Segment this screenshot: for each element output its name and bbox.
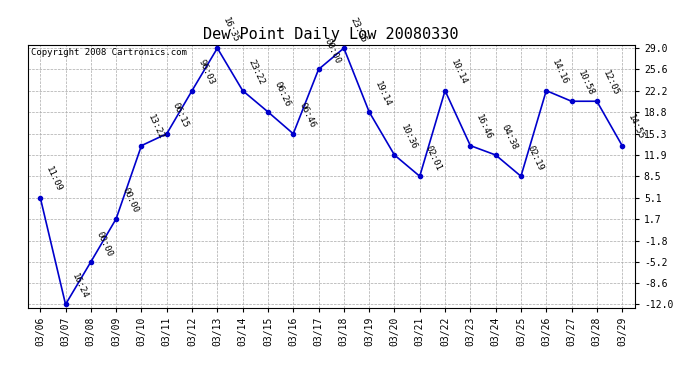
Text: 12:05: 12:05 — [601, 69, 620, 97]
Text: Copyright 2008 Cartronics.com: Copyright 2008 Cartronics.com — [30, 48, 186, 57]
Text: 06:46: 06:46 — [297, 101, 317, 130]
Text: 14:55: 14:55 — [627, 113, 646, 141]
Text: 04:38: 04:38 — [500, 123, 520, 151]
Text: 00:00: 00:00 — [95, 230, 115, 258]
Text: 13:22: 13:22 — [146, 113, 165, 141]
Text: 23:35: 23:35 — [348, 16, 368, 44]
Text: 23:22: 23:22 — [247, 58, 266, 87]
Text: 00:00: 00:00 — [323, 37, 342, 65]
Text: 14:16: 14:16 — [551, 58, 570, 87]
Text: 06:15: 06:15 — [171, 101, 190, 130]
Text: 10:14: 10:14 — [449, 58, 469, 87]
Text: 16:35: 16:35 — [221, 16, 241, 44]
Text: 06:26: 06:26 — [272, 80, 292, 108]
Text: 02:19: 02:19 — [525, 144, 544, 172]
Text: 10:58: 10:58 — [575, 69, 595, 97]
Text: 96:03: 96:03 — [196, 58, 216, 87]
Text: 02:01: 02:01 — [424, 144, 444, 172]
Text: 16:46: 16:46 — [475, 113, 494, 141]
Text: 19:14: 19:14 — [373, 80, 393, 108]
Text: 10:36: 10:36 — [399, 123, 418, 151]
Text: 11:09: 11:09 — [44, 165, 64, 194]
Text: 16:24: 16:24 — [70, 272, 89, 300]
Text: 00:00: 00:00 — [120, 186, 140, 214]
Title: Dew Point Daily Low 20080330: Dew Point Daily Low 20080330 — [204, 27, 459, 42]
